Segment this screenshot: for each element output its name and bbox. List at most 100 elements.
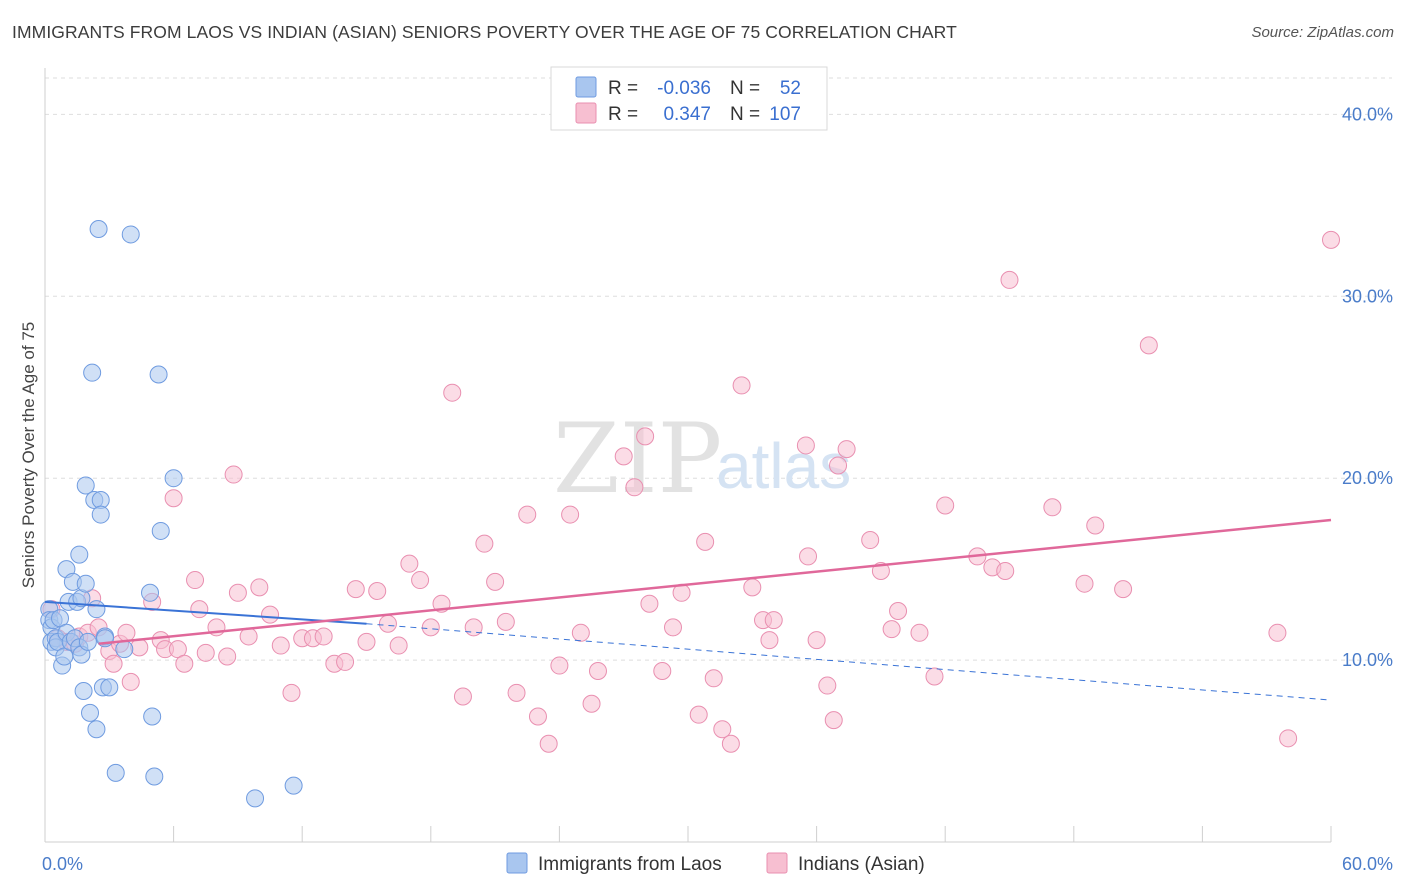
indians-asian-point	[486, 572, 505, 591]
indians-asian-point	[539, 734, 558, 753]
indians-asian-point	[796, 436, 815, 455]
indians-asian-point	[218, 647, 237, 666]
laos-point	[106, 763, 125, 782]
legend-n-value-indians: 107	[769, 104, 801, 125]
indians-asian-point	[496, 612, 515, 631]
legend-n-label-indians: N =	[730, 104, 760, 125]
indians-asian-point	[196, 643, 215, 662]
indians-asian-point	[357, 632, 376, 651]
legend-r-label-laos: R =	[608, 78, 638, 99]
laos-point	[81, 703, 100, 722]
series-indians-asian	[42, 230, 1340, 753]
indians-asian-point	[261, 605, 280, 624]
legend-n-value-laos: 52	[780, 78, 801, 99]
indians-asian-point	[760, 631, 779, 650]
indians-asian-point	[464, 618, 483, 637]
y-axis-label: Seniors Poverty Over the Age of 75	[19, 322, 38, 588]
indians-asian-point	[861, 531, 880, 550]
axes	[44, 68, 1332, 843]
y-tick-label: 10.0%	[1342, 650, 1393, 670]
indians-asian-point	[653, 662, 672, 681]
indians-asian-point	[378, 614, 397, 633]
indians-asian-point	[561, 505, 580, 524]
trend-line-laos	[44, 600, 367, 625]
laos-point	[149, 365, 168, 384]
indians-asian-point	[807, 631, 826, 650]
indians-asian-point	[824, 711, 843, 730]
indians-asian-point	[889, 601, 908, 620]
indians-asian-point	[636, 427, 655, 446]
indians-asian-point	[1086, 516, 1105, 535]
series-immigrants-from-laos	[40, 219, 303, 808]
trend-line-indians	[98, 518, 1332, 645]
indians-asian-point	[1114, 580, 1133, 599]
indians-asian-point	[368, 581, 387, 600]
indians-asian-point	[829, 456, 848, 475]
laos-point	[87, 600, 106, 619]
laos-point	[121, 225, 140, 244]
laos-point	[74, 682, 93, 701]
indians-asian-point	[936, 496, 955, 515]
indians-asian-point	[996, 561, 1015, 580]
laos-point	[143, 707, 162, 726]
gridlines	[45, 77, 1392, 661]
indians-asian-point	[818, 676, 837, 695]
indians-asian-point	[421, 618, 440, 637]
indians-asian-point	[1322, 230, 1340, 249]
legend-r-value-indians: 0.347	[663, 104, 711, 125]
indians-asian-point	[663, 618, 682, 637]
laos-point	[246, 789, 265, 808]
indians-asian-point	[588, 662, 607, 681]
indians-asian-point	[164, 489, 183, 508]
indians-asian-point	[224, 465, 243, 484]
indians-asian-point	[175, 654, 194, 673]
indians-asian-point	[625, 478, 644, 497]
trend-line-laos-extension	[366, 623, 1332, 701]
legend-swatch-laos	[575, 76, 597, 98]
indians-asian-point	[1075, 574, 1094, 593]
laos-point	[115, 640, 134, 659]
indians-asian-point	[721, 734, 740, 753]
indians-asian-point	[1000, 270, 1019, 289]
x-tick-label: 60.0%	[1342, 854, 1393, 874]
watermark-atlas: atlas	[716, 430, 851, 502]
indians-asian-point	[453, 687, 472, 706]
indians-asian-point	[336, 652, 355, 671]
indians-asian-point	[910, 623, 929, 642]
legend-swatch-indians	[575, 102, 597, 124]
indians-asian-point	[704, 669, 723, 688]
indians-asian-point	[104, 654, 123, 673]
x-tick-label: 0.0%	[42, 854, 83, 874]
indians-asian-point	[689, 705, 708, 724]
indians-asian-point	[1139, 336, 1158, 355]
chart-title: IMMIGRANTS FROM LAOS VS INDIAN (ASIAN) S…	[12, 22, 957, 42]
laos-point	[70, 545, 89, 564]
indians-asian-point	[732, 376, 751, 395]
laos-point	[141, 583, 160, 602]
legend-bottom-swatch-laos	[506, 852, 528, 874]
indians-asian-point	[121, 672, 140, 691]
legend-r-value-laos: -0.036	[657, 78, 711, 99]
laos-point	[89, 219, 108, 238]
legend-bottom-label-indians: Indians (Asian)	[798, 854, 925, 875]
laos-point	[164, 469, 183, 488]
laos-point	[100, 678, 119, 697]
series-legend: Immigrants from Laos Indians (Asian)	[506, 852, 925, 875]
indians-asian-point	[475, 534, 494, 553]
legend-bottom-swatch-indians	[766, 852, 788, 874]
laos-point	[145, 767, 164, 786]
indians-asian-point	[314, 627, 333, 646]
indians-asian-point	[528, 707, 547, 726]
correlation-legend: R = -0.036 N = 52 R = 0.347 N = 107	[550, 66, 828, 131]
indians-asian-point	[346, 580, 365, 599]
indians-asian-point	[571, 623, 590, 642]
indians-asian-point	[228, 583, 247, 602]
indians-asian-point	[640, 594, 659, 613]
indians-asian-point	[882, 620, 901, 639]
tick-labels: 10.0% 20.0% 30.0% 40.0% 0.0% 60.0%	[42, 104, 1393, 874]
laos-point	[87, 720, 106, 739]
legend-n-label-laos: N =	[730, 78, 760, 99]
indians-asian-point	[507, 683, 526, 702]
indians-asian-point	[186, 571, 205, 590]
legend-box	[550, 66, 828, 131]
